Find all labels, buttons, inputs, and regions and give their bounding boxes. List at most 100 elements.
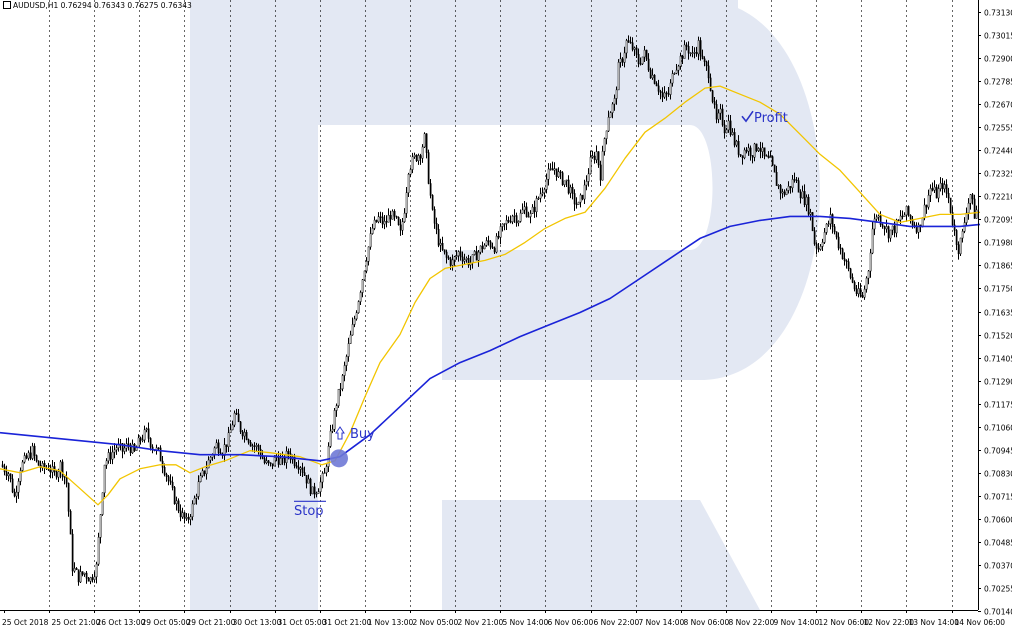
candle	[103, 464, 106, 498]
candle	[623, 46, 626, 68]
candle-body	[643, 49, 646, 58]
candle-body	[289, 453, 292, 460]
candle-body	[485, 240, 488, 246]
candle	[457, 250, 460, 262]
symbol-icon	[3, 1, 11, 9]
candle	[413, 152, 416, 159]
candle-body	[697, 40, 700, 55]
x-tick-label: 31 Oct 21:00	[323, 618, 372, 627]
candle	[915, 222, 918, 234]
candle-body	[431, 195, 434, 210]
candle-body	[315, 493, 318, 495]
candle	[383, 214, 386, 230]
candle	[691, 46, 694, 58]
candle	[387, 208, 390, 223]
candle	[579, 193, 582, 208]
candle	[549, 163, 552, 171]
candle-body	[345, 356, 348, 366]
candle-body	[969, 194, 972, 204]
candle-body	[191, 503, 194, 517]
candle-body	[805, 196, 808, 206]
candle-body	[421, 146, 424, 159]
candle	[951, 206, 954, 228]
candle	[585, 175, 588, 191]
candle	[393, 209, 396, 221]
candle-body	[225, 444, 228, 447]
candle	[189, 513, 192, 526]
y-tick-label: 0.72440	[984, 147, 1012, 156]
candle	[337, 388, 340, 408]
candle-body	[165, 474, 168, 477]
x-tick-label: 25 Oct 21:00	[52, 618, 101, 627]
candle	[363, 270, 366, 281]
candle	[405, 186, 408, 218]
candle	[233, 410, 236, 428]
candle	[933, 180, 936, 193]
candle-body	[635, 47, 638, 55]
candle-body	[83, 572, 86, 575]
candle-body	[231, 424, 234, 431]
candle-body	[579, 194, 582, 203]
candle-body	[413, 154, 416, 158]
y-tick-label: 0.72210	[984, 193, 1012, 202]
candle-body	[915, 226, 918, 233]
candle	[535, 195, 538, 218]
candle-body	[861, 295, 864, 298]
candle-body	[481, 245, 484, 250]
candle-body	[261, 456, 264, 459]
candle-body	[473, 251, 476, 255]
candle-body	[107, 452, 110, 462]
x-tick-label: 5 Nov 14:00	[503, 618, 549, 627]
candle	[243, 428, 246, 443]
candle	[939, 177, 942, 192]
candle	[333, 408, 336, 432]
candle	[247, 438, 250, 445]
entry-point-marker	[330, 449, 348, 468]
y-tick-label: 0.71175	[984, 401, 1012, 410]
candle	[329, 424, 332, 448]
candle	[443, 249, 446, 255]
watermark-bar-top	[318, 0, 738, 125]
candle-body	[779, 185, 782, 194]
candle	[339, 383, 342, 397]
candle	[601, 145, 604, 181]
candle-body	[351, 324, 354, 336]
candle-body	[613, 98, 616, 105]
candle-body	[685, 44, 688, 47]
candle	[761, 142, 764, 158]
candle	[345, 354, 348, 372]
candle	[543, 187, 546, 199]
candle	[217, 439, 220, 456]
candle-body	[795, 179, 798, 182]
candle	[83, 572, 86, 577]
candle-body	[373, 219, 376, 229]
candle-body	[523, 206, 526, 211]
candle	[17, 478, 20, 499]
candle-body	[565, 179, 568, 182]
candle	[663, 86, 666, 99]
candle	[609, 111, 612, 118]
candle	[635, 45, 638, 59]
candle	[223, 437, 226, 462]
candle-body	[859, 288, 862, 296]
candle	[965, 207, 968, 227]
candle	[455, 250, 458, 260]
candle	[567, 175, 570, 195]
candle	[385, 215, 388, 228]
candle-body	[667, 93, 670, 95]
candle-body	[603, 138, 606, 152]
candle-body	[559, 171, 562, 173]
y-tick-label: 0.70140	[984, 608, 1012, 617]
candle-body	[391, 210, 394, 220]
candle-body	[973, 198, 976, 219]
candle-body	[573, 193, 576, 205]
candle	[205, 461, 208, 480]
candle-body	[953, 224, 956, 231]
grid	[49, 0, 953, 610]
candle-body	[733, 132, 736, 146]
candle-body	[257, 445, 260, 450]
candle-body	[183, 512, 186, 519]
y-tick-label: 0.72900	[984, 55, 1012, 64]
candle-body	[99, 514, 102, 538]
